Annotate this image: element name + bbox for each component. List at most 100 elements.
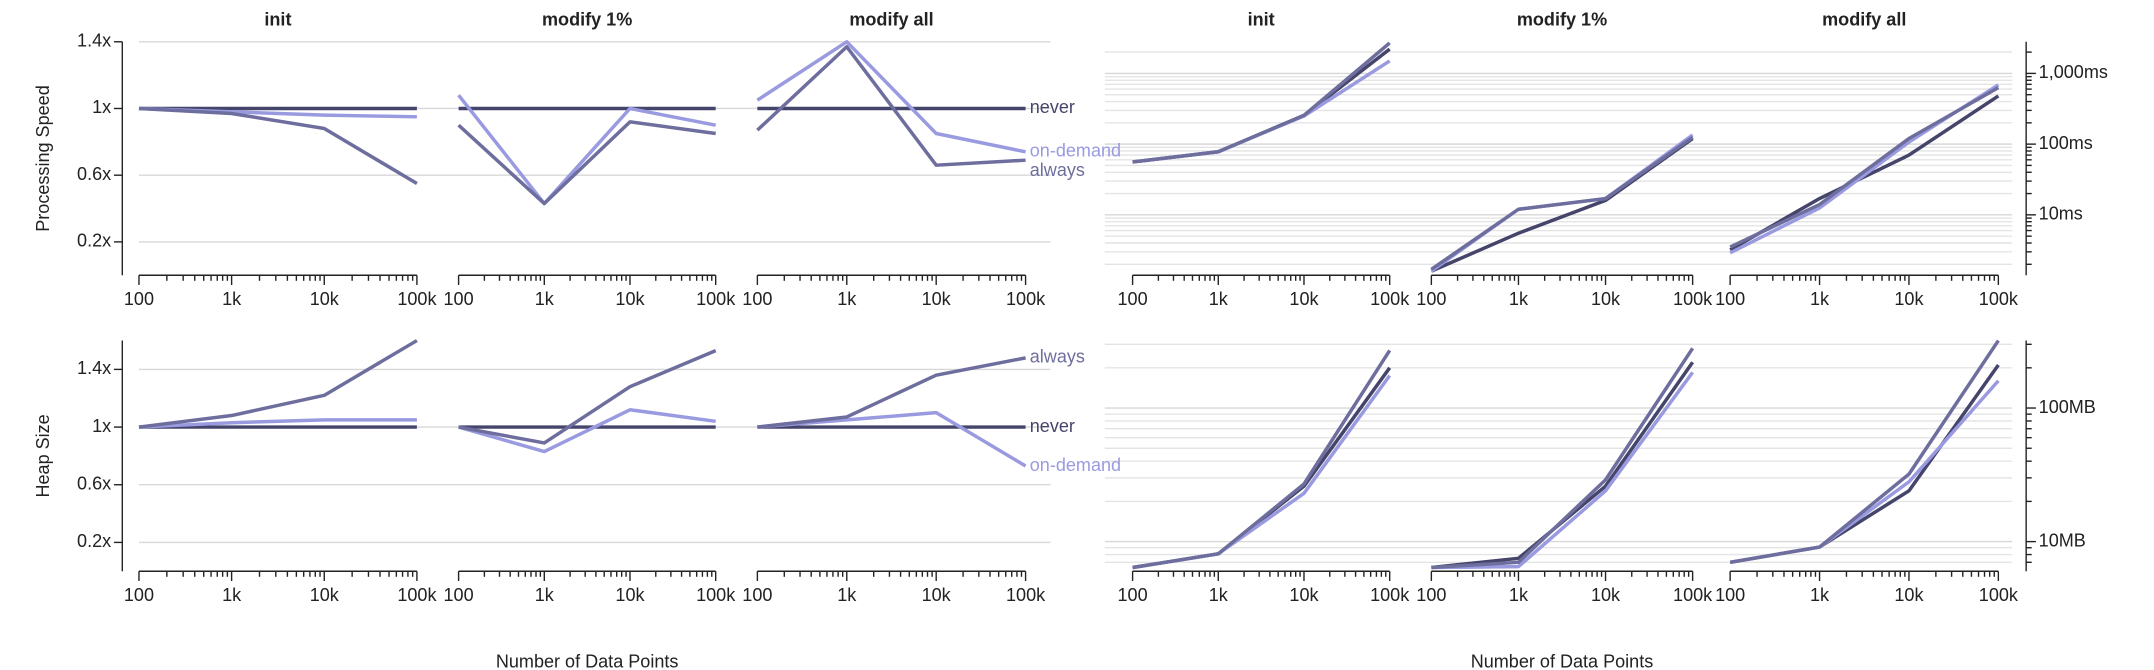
y-axis-label: Heap Size [33, 414, 53, 497]
series-label: never [1030, 97, 1075, 117]
x-tick-label: 100k [1370, 585, 1410, 605]
series-label: never [1030, 416, 1075, 436]
x-axis-label: Number of Data Points [496, 652, 679, 670]
x-tick-label: 100 [1118, 585, 1148, 605]
series-line [138, 418, 417, 429]
x-tick-label: 100k [696, 585, 736, 605]
grid-layer [138, 41, 2013, 563]
series-line [1132, 41, 1391, 164]
y-tick-label: 10ms [2039, 204, 2083, 224]
panel-title: init [264, 10, 291, 30]
x-tick-label: 1k [535, 585, 555, 605]
y-tick-label: 1x [92, 416, 111, 436]
series-line [1729, 86, 2000, 249]
series-line [1729, 339, 2000, 565]
y-tick-label: 100MB [2039, 397, 2096, 417]
series-line [138, 106, 418, 186]
x-tick-label: 1k [1509, 585, 1529, 605]
x-tick-label: 100 [444, 289, 474, 309]
x-tick-label: 100k [1370, 289, 1410, 309]
x-tick-label: 10k [922, 289, 952, 309]
y-tick-label: 0.6x [77, 164, 111, 184]
series-line [757, 410, 1027, 468]
x-tick-label: 100 [1416, 585, 1446, 605]
x-tick-label: 1k [1509, 289, 1529, 309]
panel-title: init [1248, 10, 1275, 30]
x-tick-label: 100 [1715, 289, 1745, 309]
line-layer [138, 40, 2000, 570]
x-tick-label: 100 [742, 289, 772, 309]
x-tick-label: 100k [1673, 585, 1713, 605]
series-line [1132, 47, 1391, 164]
x-tick-label: 10k [615, 585, 645, 605]
x-tick-label: 10k [1591, 585, 1621, 605]
x-tick-label: 100k [1006, 289, 1046, 309]
x-tick-label: 100 [444, 585, 474, 605]
series-line [457, 94, 717, 206]
series-label: always [1030, 347, 1085, 367]
x-tick-label: 1k [837, 585, 857, 605]
series-line [457, 120, 716, 206]
x-tick-label: 1k [1209, 289, 1229, 309]
x-tick-label: 100 [1416, 289, 1446, 309]
x-tick-label: 100k [397, 585, 437, 605]
x-tick-label: 1k [1209, 585, 1229, 605]
series-label: always [1030, 160, 1085, 180]
series-line [756, 40, 1026, 154]
series-label: on-demand [1030, 455, 1121, 475]
series-line [1729, 363, 2000, 565]
series-line [757, 356, 1026, 429]
x-tick-label: 10k [310, 585, 340, 605]
y-tick-label: 0.2x [77, 231, 111, 251]
x-tick-label: 100k [1006, 585, 1046, 605]
x-tick-label: 100 [742, 585, 772, 605]
x-tick-label: 10k [615, 289, 645, 309]
y-tick-label: 10MB [2039, 530, 2086, 550]
series-label: on-demand [1030, 141, 1121, 161]
x-axis-label: Number of Data Points [1471, 652, 1654, 670]
x-tick-label: 10k [1289, 585, 1319, 605]
series-line [1132, 349, 1392, 570]
y-tick-label: 1.4x [77, 31, 111, 51]
series-line [138, 339, 418, 429]
y-tick-label: 100ms [2039, 133, 2093, 153]
x-tick-label: 1k [222, 289, 242, 309]
series-line [458, 408, 716, 454]
series-line [1431, 361, 1695, 570]
series-line [1431, 371, 1695, 570]
y-tick-label: 0.2x [77, 531, 111, 551]
x-tick-label: 100 [124, 289, 154, 309]
x-tick-label: 1k [1810, 289, 1830, 309]
x-tick-label: 100 [1118, 289, 1148, 309]
x-tick-label: 1k [837, 289, 857, 309]
y-tick-label: 1,000ms [2039, 62, 2108, 82]
x-tick-label: 1k [222, 585, 242, 605]
x-tick-label: 100 [124, 585, 154, 605]
x-tick-label: 10k [922, 585, 952, 605]
panel-title: modify 1% [542, 10, 632, 30]
x-tick-label: 10k [1894, 585, 1924, 605]
y-tick-label: 1.4x [77, 358, 111, 378]
y-tick-label: 0.6x [77, 474, 111, 494]
x-tick-label: 100k [1673, 289, 1713, 309]
x-tick-label: 100k [1979, 585, 2019, 605]
panel-title: modify 1% [1517, 10, 1607, 30]
x-tick-label: 100k [1979, 289, 2019, 309]
x-tick-label: 1k [535, 289, 555, 309]
y-axis-label: Processing Speed [33, 85, 53, 231]
series-line [1132, 366, 1392, 570]
x-tick-label: 100k [696, 289, 736, 309]
x-tick-label: 10k [1591, 289, 1621, 309]
x-tick-label: 10k [1289, 289, 1319, 309]
series-line [1430, 135, 1694, 271]
x-tick-label: 10k [1894, 289, 1924, 309]
x-tick-label: 100k [397, 289, 437, 309]
panel-title: modify all [1822, 10, 1906, 30]
x-tick-label: 100 [1715, 585, 1745, 605]
x-tick-label: 10k [310, 289, 340, 309]
series-line [1132, 374, 1392, 570]
panel-title: modify all [849, 10, 933, 30]
series-line [756, 45, 1026, 167]
series-line [1431, 347, 1695, 570]
